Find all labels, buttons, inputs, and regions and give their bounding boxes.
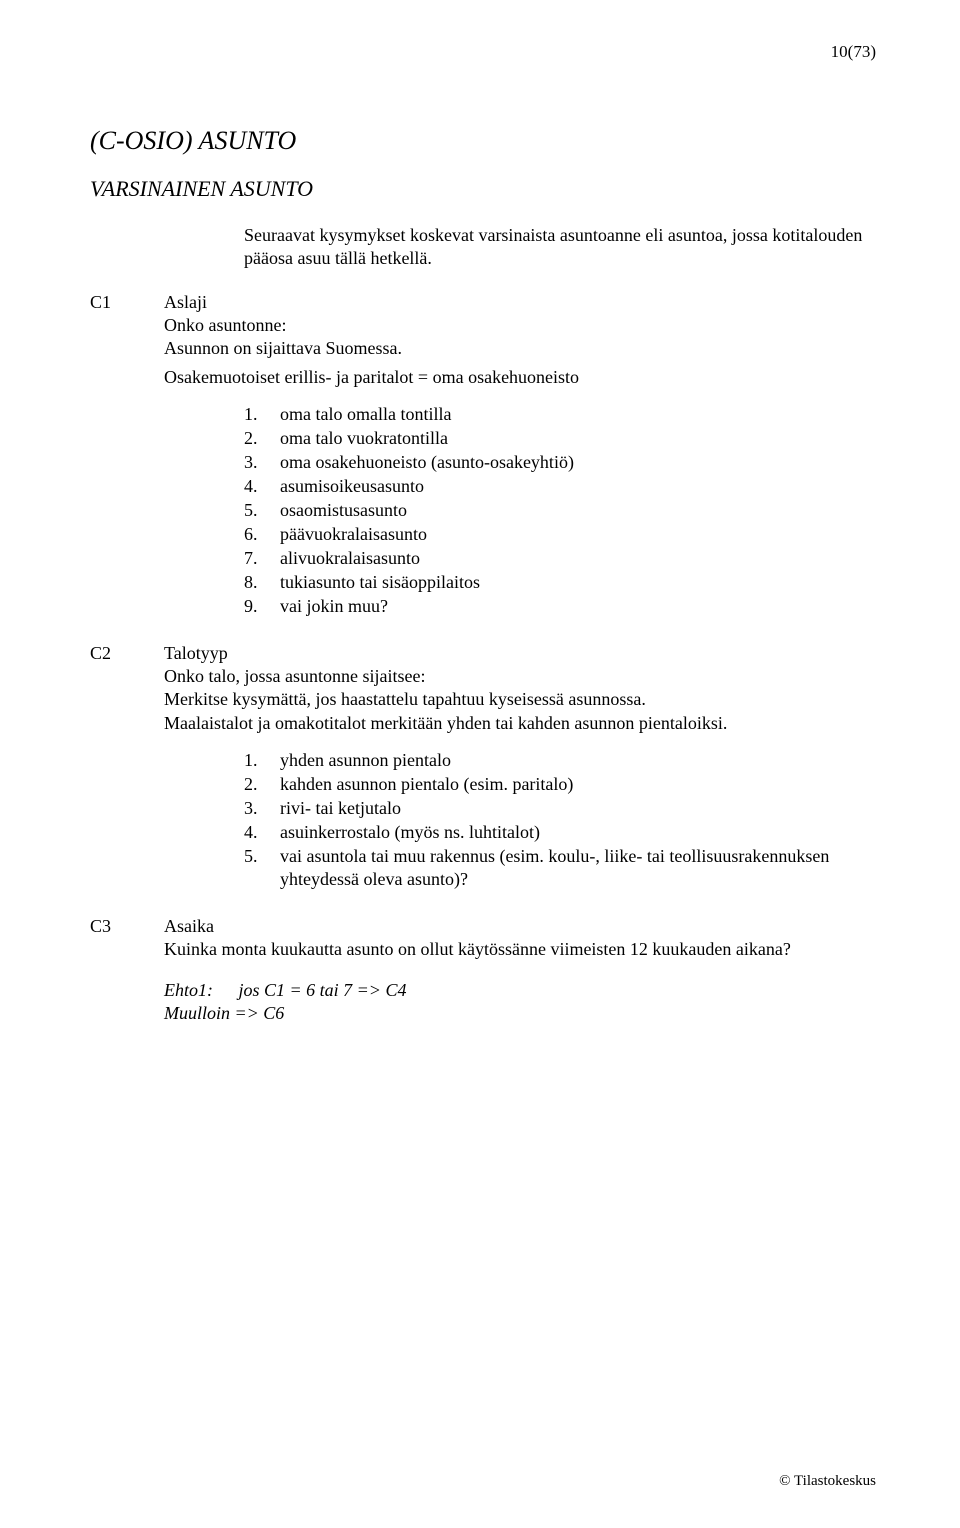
question-text: Asunnon on sijaittava Suomessa. (164, 337, 870, 360)
options-list-c1: 1.oma talo omalla tontilla 2.oma talo vu… (244, 403, 870, 618)
list-item: 1.yhden asunnon pientalo (244, 749, 870, 772)
question-label: Talotyyp (164, 642, 870, 665)
list-item: 1.oma talo omalla tontilla (244, 403, 870, 426)
question-text: Kuinka monta kuukautta asunto on ollut k… (164, 938, 870, 961)
question-c3: C3 Asaika Kuinka monta kuukautta asunto … (90, 915, 870, 961)
list-item: 4.asuinkerrostalo (myös ns. luhtitalot) (244, 821, 870, 844)
condition-text: Muulloin => C6 (164, 1002, 870, 1025)
footer-text: © Tilastokeskus (779, 1473, 876, 1490)
question-text: Onko talo, jossa asuntonne sijaitsee: (164, 665, 870, 688)
question-text: Onko asuntonne: (164, 314, 870, 337)
list-item: 5.osaomistusasunto (244, 499, 870, 522)
question-note: Osakemuotoiset erillis- ja paritalot = o… (164, 366, 870, 389)
list-item: 4.asumisoikeusasunto (244, 475, 870, 498)
question-note: Maalaistalot ja omakotitalot merkitään y… (164, 712, 870, 735)
list-item: 2.oma talo vuokratontilla (244, 427, 870, 450)
question-label: Asaika (164, 915, 870, 938)
section-heading: (C-OSIO) ASUNTO (90, 126, 870, 156)
question-note: Merkitse kysymättä, jos haastattelu tapa… (164, 688, 870, 711)
list-item: 8.tukiasunto tai sisäoppilaitos (244, 571, 870, 594)
sub-heading: VARSINAINEN ASUNTO (90, 176, 870, 202)
list-item: 3.rivi- tai ketjutalo (244, 797, 870, 820)
condition-block: Ehto1: jos C1 = 6 tai 7 => C4 Muulloin =… (164, 979, 870, 1026)
question-code: C2 (90, 642, 164, 734)
options-list-c2: 1.yhden asunnon pientalo 2.kahden asunno… (244, 749, 870, 891)
intro-text: Seuraavat kysymykset koskevat varsinaist… (244, 224, 870, 269)
question-label: Aslaji (164, 291, 870, 314)
page-number: 10(73) (831, 42, 876, 62)
question-code: C1 (90, 291, 164, 360)
condition-text: jos C1 = 6 tai 7 => C4 (239, 980, 407, 1000)
list-item: 3.oma osakehuoneisto (asunto-osakeyhtiö) (244, 451, 870, 474)
question-code: C3 (90, 915, 164, 961)
question-c2: C2 Talotyyp Onko talo, jossa asuntonne s… (90, 642, 870, 734)
condition-label: Ehto1: (164, 979, 234, 1002)
list-item: 9.vai jokin muu? (244, 595, 870, 618)
list-item: 2.kahden asunnon pientalo (esim. parital… (244, 773, 870, 796)
question-c1: C1 Aslaji Onko asuntonne: Asunnon on sij… (90, 291, 870, 360)
list-item: 5.vai asuntola tai muu rakennus (esim. k… (244, 845, 870, 891)
list-item: 7.alivuokralaisasunto (244, 547, 870, 570)
list-item: 6.päävuokralaisasunto (244, 523, 870, 546)
